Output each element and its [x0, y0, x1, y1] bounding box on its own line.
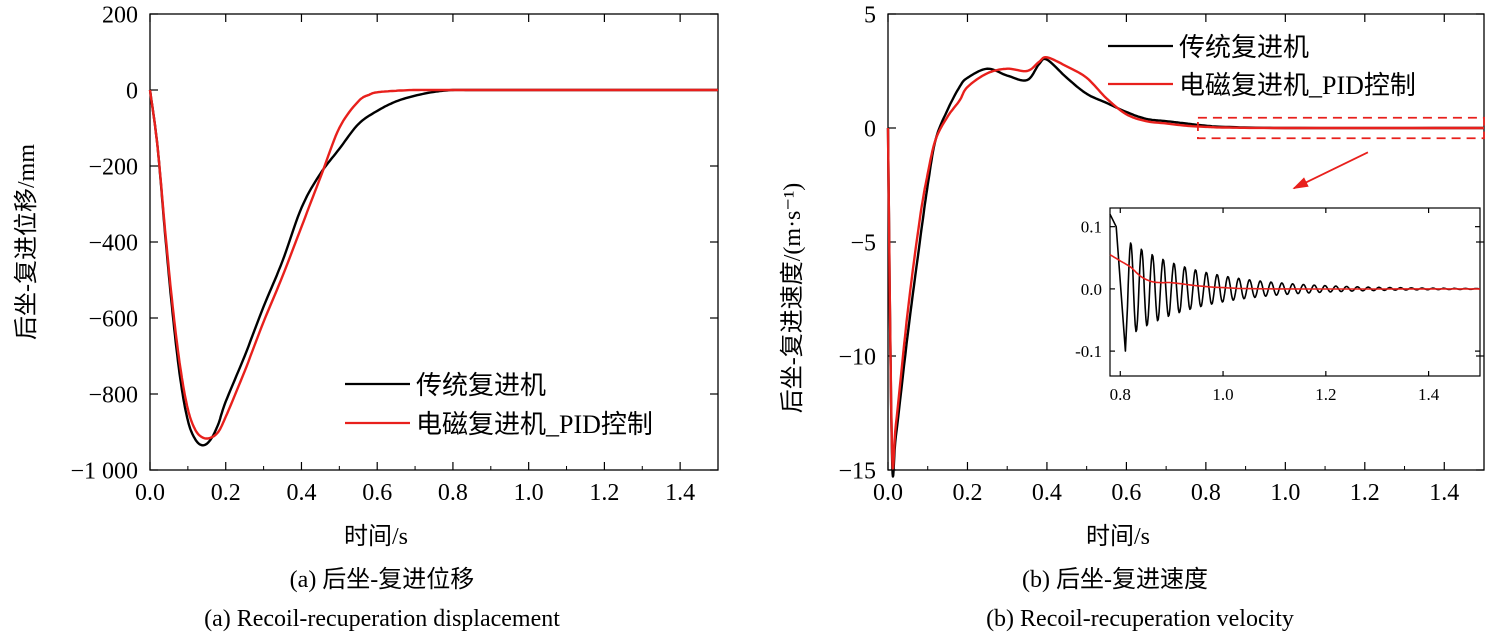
- x-tick-label: 0.6: [1111, 480, 1141, 506]
- y-tick-label: −15: [838, 458, 876, 484]
- x-tick-label: 0.8: [1110, 385, 1131, 404]
- y-tick-label: 0.1: [1081, 218, 1102, 237]
- y-tick-label: 5: [864, 2, 876, 28]
- velocity-inset-chart: 0.8 1.0 1.2 1.4 0.1 0.0 -0.1: [1075, 207, 1481, 404]
- zoom-indicator: [1197, 116, 1485, 190]
- x-tick-label: 1.4: [665, 480, 695, 506]
- x-tick-label: 1.0: [1212, 385, 1233, 404]
- x-tick-label: 0.2: [952, 480, 982, 506]
- x-tick-label: 0.0: [135, 480, 165, 506]
- zoom-region-box: [1197, 116, 1485, 140]
- legend-displacement: 传统复进机 电磁复进机_PID控制: [345, 371, 653, 439]
- legend-label-em-pid: 电磁复进机_PID控制: [1179, 71, 1416, 100]
- y-tick-label: 0: [126, 78, 138, 104]
- y-tick-label: −600: [88, 306, 138, 332]
- y-tick-label: -0.1: [1075, 342, 1102, 361]
- series-line-1: [148, 88, 718, 440]
- x-tick-label: 1.0: [514, 480, 544, 506]
- displacement-chart: 0.0 0.2 0.4 0.6 0.8 1.0 1.2 1.4 200 0 −200 −400 −600…: [70, 2, 719, 506]
- y-tick-label: −200: [88, 154, 138, 180]
- x-axis-label-velocity: 时间/s: [1086, 523, 1150, 550]
- y-tick-label: 0.0: [1081, 280, 1102, 299]
- series-line-1: [886, 56, 1484, 470]
- x-tick-label: 1.0: [1270, 480, 1300, 506]
- y-tick-label: −800: [88, 382, 138, 408]
- x-tick-label: 0.8: [1191, 480, 1221, 506]
- x-tick-label: 1.4: [1418, 385, 1440, 404]
- x-tick-label: 1.4: [1429, 480, 1459, 506]
- plot-frame: [149, 13, 719, 471]
- x-tick-label: 0.4: [1032, 480, 1062, 506]
- zoom-arrow-head: [1292, 177, 1309, 189]
- legend-velocity: 传统复进机 电磁复进机_PID控制: [1108, 33, 1416, 100]
- caption-velocity-en: (b) Recoil-recuperation velocity: [986, 606, 1294, 632]
- x-tick-label: 0.2: [211, 480, 241, 506]
- y-tick-label: 200: [102, 2, 138, 28]
- y-axis-label-velocity: 后坐-复进速度/(m·s⁻¹): [779, 183, 806, 414]
- plot-frame: [1109, 207, 1481, 377]
- x-tick-label: 0.8: [438, 480, 468, 506]
- caption-displacement-cn: (a) 后坐-复进位移: [290, 566, 475, 593]
- y-tick-label: −5: [850, 230, 876, 256]
- x-tick-label: 0.0: [873, 480, 903, 506]
- y-tick-label: −10: [838, 344, 876, 370]
- x-tick-label: 1.2: [589, 480, 619, 506]
- caption-displacement-en: (a) Recoil-recuperation displacement: [204, 606, 560, 632]
- y-axis-label-displacement: 后坐-复进位移/mm: [13, 144, 40, 340]
- x-tick-label: 0.4: [286, 480, 316, 506]
- x-axis-label-displacement: 时间/s: [344, 523, 408, 550]
- y-tick-label: 0: [864, 116, 876, 142]
- y-tick-label: −1 000: [70, 458, 138, 484]
- legend-label-traditional: 传统复进机: [416, 371, 546, 400]
- x-tick-label: 1.2: [1315, 385, 1336, 404]
- series-line-0: [886, 57, 1484, 478]
- x-tick-label: 0.6: [362, 480, 392, 506]
- y-tick-label: −400: [88, 230, 138, 256]
- velocity-chart: 0.0 0.2 0.4 0.6 0.8 1.0 1.2 1.4 5 0 −5 −10 −15: [838, 2, 1485, 506]
- x-tick-label: 1.2: [1350, 480, 1380, 506]
- caption-velocity-cn: (b) 后坐-复进速度: [1022, 566, 1208, 593]
- legend-label-em-pid: 电磁复进机_PID控制: [416, 410, 653, 439]
- legend-label-traditional: 传统复进机: [1179, 33, 1309, 62]
- series-line-1: [1109, 253, 1480, 290]
